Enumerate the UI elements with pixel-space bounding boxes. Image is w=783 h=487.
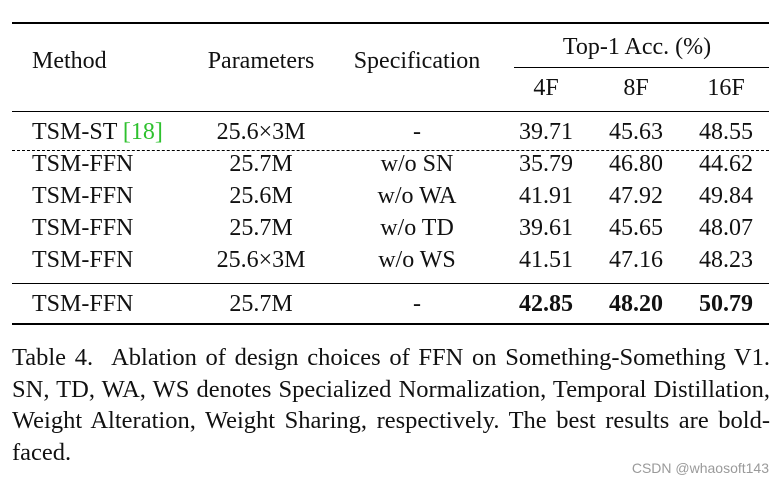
table-row-8f: 47.16 [609,247,663,273]
table-row-spec: w/o WA [377,183,457,209]
header-specification: Specification [353,48,481,74]
table-row-4f: 39.71 [519,119,573,145]
header-16f: 16F [707,75,745,101]
table-row-spec: w/o SN [380,151,454,177]
table-row-16f: 48.07 [699,215,753,241]
table-row-8f: 45.63 [609,119,663,145]
table-row-params: 25.7M [229,291,293,317]
table-top-rule [12,22,769,24]
header-8f: 8F [623,75,649,101]
header-rule [12,111,769,112]
table-row-16f-best: 50.79 [699,291,753,317]
caption-label: Table 4. [12,344,94,371]
dashed-separator [12,150,769,151]
citation-link[interactable]: [18] [122,119,163,145]
table-row-method: TSM-FFN [32,183,134,209]
table-row-8f: 46.80 [609,151,663,177]
header-parameters: Parameters [207,48,315,74]
table-row-params: 25.6×3M [216,119,306,145]
header-4f: 4F [533,75,559,101]
table-row-spec: - [413,291,421,317]
table-row-8f: 45.65 [609,215,663,241]
table-caption: Table 4. Ablation of design choices of FF… [12,342,770,468]
table-row-method: TSM-FFN [32,247,134,273]
table-row-method: TSM-FFN [32,151,134,177]
table-row-method: TSM-ST [18] [32,118,163,146]
header-top1: Top-1 Acc. (%) [562,34,712,60]
table-row-params: 25.7M [229,215,293,241]
table-row-16f: 44.62 [699,151,753,177]
table-row-4f-best: 42.85 [519,291,573,317]
table-row-params: 25.6M [229,183,293,209]
table-row-params: 25.7M [229,151,293,177]
top1-underline [514,67,769,68]
table-row-8f: 47.92 [609,183,663,209]
table-row-4f: 35.79 [519,151,573,177]
table-row-spec: - [413,119,421,145]
method-name: TSM-ST [32,119,123,145]
table-row-4f: 39.61 [519,215,573,241]
table-row-method: TSM-FFN [32,215,134,241]
header-method: Method [32,48,107,74]
best-row-rule [12,283,769,284]
table-row-16f: 48.23 [699,247,753,273]
table-row-16f: 49.84 [699,183,753,209]
watermark: CSDN @whaosoft143 [631,460,769,476]
caption-text: Ablation of design choices of FFN on Som… [12,344,770,466]
table-row-params: 25.6×3M [216,247,306,273]
table-row-4f: 41.91 [519,183,573,209]
table-row-4f: 41.51 [519,247,573,273]
table-row-spec: w/o WS [378,247,456,273]
table-row-16f: 48.55 [699,119,753,145]
table-row-spec: w/o TD [380,215,454,241]
table-bottom-rule [12,323,769,325]
table-row-method: TSM-FFN [32,291,134,317]
table-row-8f-best: 48.20 [609,291,663,317]
